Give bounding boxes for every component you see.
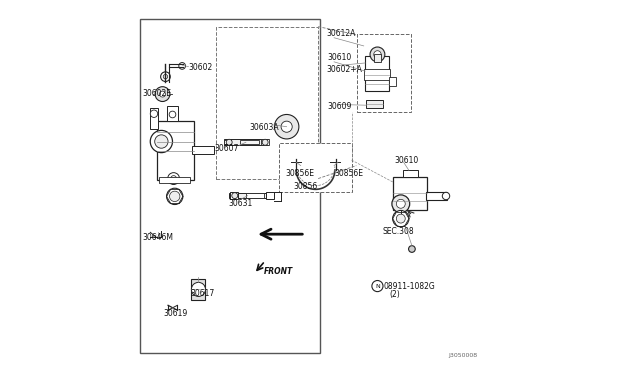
Circle shape: [168, 173, 180, 185]
Text: 08911-1082G: 08911-1082G: [384, 282, 435, 291]
Bar: [167, 106, 178, 121]
Circle shape: [262, 139, 268, 145]
Circle shape: [161, 72, 170, 81]
Bar: [157, 121, 194, 180]
Bar: [426, 192, 447, 200]
Bar: [357, 34, 411, 112]
Text: 30619: 30619: [164, 310, 188, 318]
Circle shape: [150, 110, 157, 118]
Circle shape: [442, 192, 450, 200]
Text: N: N: [375, 283, 380, 289]
Bar: [260, 139, 269, 145]
Circle shape: [179, 62, 186, 69]
Bar: [230, 192, 239, 199]
Text: 30609: 30609: [328, 102, 352, 111]
Circle shape: [232, 193, 237, 199]
Text: 30631: 30631: [228, 199, 252, 208]
Circle shape: [159, 91, 166, 97]
Bar: [240, 140, 259, 144]
Bar: [140, 19, 320, 353]
Bar: [388, 77, 396, 86]
Text: J3050008: J3050008: [448, 353, 477, 358]
Bar: [266, 192, 275, 199]
Circle shape: [372, 280, 383, 292]
Bar: [374, 54, 381, 62]
Bar: [364, 69, 390, 80]
Bar: [366, 100, 383, 108]
Bar: [191, 279, 205, 300]
Circle shape: [392, 195, 410, 213]
Text: 30646M: 30646M: [143, 233, 174, 243]
Text: 30602: 30602: [188, 63, 212, 72]
Text: 30856E: 30856E: [286, 169, 315, 177]
Circle shape: [396, 199, 405, 208]
Text: SEC.308: SEC.308: [382, 227, 414, 236]
Bar: [216, 27, 318, 179]
Bar: [150, 108, 157, 129]
Circle shape: [392, 211, 409, 227]
Bar: [223, 139, 268, 145]
Circle shape: [408, 246, 415, 252]
Circle shape: [163, 74, 168, 79]
Text: 30617: 30617: [190, 289, 214, 298]
Text: 30856E: 30856E: [334, 169, 363, 177]
Text: (2): (2): [390, 290, 401, 299]
Bar: [246, 193, 264, 198]
Bar: [192, 146, 214, 154]
Bar: [394, 177, 427, 210]
Text: 30610: 30610: [394, 156, 419, 165]
Circle shape: [281, 121, 292, 132]
Circle shape: [150, 131, 173, 153]
Circle shape: [169, 111, 176, 118]
Circle shape: [166, 188, 183, 205]
Circle shape: [191, 282, 205, 296]
Text: 30602E: 30602E: [143, 89, 172, 98]
Text: 30856: 30856: [293, 182, 317, 191]
Circle shape: [226, 139, 232, 145]
Text: 30607: 30607: [214, 144, 239, 153]
Bar: [229, 193, 272, 198]
Text: 30612A: 30612A: [326, 29, 356, 38]
Bar: [159, 177, 190, 183]
Bar: [403, 170, 418, 177]
Circle shape: [155, 87, 170, 102]
Text: 30602+A: 30602+A: [326, 65, 362, 74]
Circle shape: [374, 51, 381, 58]
Text: FRONT: FRONT: [264, 267, 293, 276]
Circle shape: [171, 176, 177, 182]
Circle shape: [370, 47, 385, 62]
Circle shape: [155, 135, 168, 148]
Circle shape: [275, 115, 299, 139]
Text: 30610: 30610: [328, 52, 351, 61]
Circle shape: [396, 214, 405, 223]
Bar: [279, 143, 351, 192]
Circle shape: [170, 191, 180, 202]
Text: 30603A: 30603A: [250, 123, 279, 132]
Bar: [365, 56, 389, 92]
Bar: [223, 140, 231, 144]
